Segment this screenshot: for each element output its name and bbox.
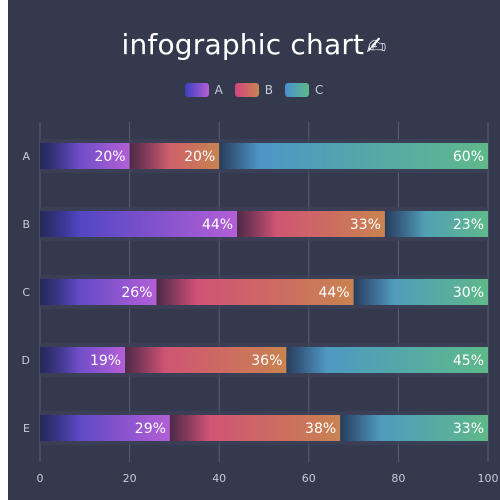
data-label-E-B: 38% (305, 421, 336, 437)
label-layer: 20% 20% 60% 44% 33% 23% 26% 44% 30% 19% 36% 45% 29% 3… (90, 149, 484, 437)
legend-label-b: B (264, 83, 274, 97)
bar-shade-E-B (169, 415, 210, 441)
legend-label-c: C (315, 83, 324, 97)
y-tick-label-C: C (22, 286, 30, 299)
y-tick-label-B: B (22, 218, 30, 231)
chart-legend: A B C (8, 83, 500, 97)
y-tick-label-D: D (22, 354, 30, 367)
data-label-D-C: 45% (453, 353, 484, 369)
bar-chart-plot: 20% 20% 60% 44% 33% 23% 26% 44% 30% 19% 36% 45% 29% 3… (22, 122, 499, 485)
legend-label-a: A (214, 83, 223, 97)
bar-shade-B-A (40, 211, 80, 237)
data-label-A-A: 20% (94, 149, 125, 165)
chart-title-text: infographic chart (121, 28, 365, 61)
bar-layer (40, 143, 488, 441)
legend-item-c[interactable]: C (285, 83, 323, 97)
legend-swatch-a (184, 83, 209, 97)
legend-item-a[interactable]: A (184, 83, 223, 97)
data-label-B-A: 44% (202, 217, 233, 233)
data-label-A-C: 60% (453, 149, 484, 165)
bar-shade-C-A (40, 279, 80, 305)
chart-panel: infographic chart✍ A B C (8, 0, 500, 500)
data-label-B-C: 23% (453, 217, 484, 233)
legend-item-b[interactable]: B (234, 83, 274, 97)
bar-shade-D-A (40, 347, 80, 373)
x-tick-label-100: 100 (478, 472, 499, 485)
data-label-E-C: 33% (453, 421, 484, 437)
bar-shade-A-C (219, 143, 260, 169)
data-label-D-B: 36% (251, 353, 282, 369)
bar-A-C[interactable] (219, 143, 488, 169)
x-tick-label-20: 20 (123, 472, 137, 485)
writing-hand-icon: ✍ (366, 32, 387, 60)
bar-shade-A-B (129, 143, 170, 169)
x-tick-label-40: 40 (212, 472, 226, 485)
x-tick-label-80: 80 (391, 472, 405, 485)
y-tick-label-E: E (23, 422, 30, 435)
data-label-C-B: 44% (318, 285, 349, 301)
bar-shade-A-A (40, 143, 80, 169)
bar-shade-C-C (353, 279, 394, 305)
bar-shade-E-C (340, 415, 381, 441)
data-label-D-A: 19% (90, 353, 121, 369)
legend-swatch-b (234, 83, 259, 97)
bar-shade-D-C (286, 347, 327, 373)
data-label-C-C: 30% (453, 285, 484, 301)
data-label-C-A: 26% (121, 285, 152, 301)
data-label-E-A: 29% (135, 421, 166, 437)
y-tick-label-A: A (22, 150, 30, 163)
bar-shade-B-B (237, 211, 278, 237)
data-label-A-B: 20% (184, 149, 215, 165)
x-tick-label-60: 60 (302, 472, 316, 485)
legend-swatch-c (285, 83, 310, 97)
bar-shade-D-B (125, 347, 166, 373)
bar-shade-E-A (40, 415, 80, 441)
bar-shade-B-C (384, 211, 425, 237)
data-label-B-B: 33% (350, 217, 381, 233)
x-tick-label-0: 0 (37, 472, 44, 485)
chart-title: infographic chart✍ (8, 28, 500, 61)
axis-layer: 0 20 40 60 80 100 A B C D E (22, 150, 499, 485)
bar-shade-C-B (156, 279, 197, 305)
